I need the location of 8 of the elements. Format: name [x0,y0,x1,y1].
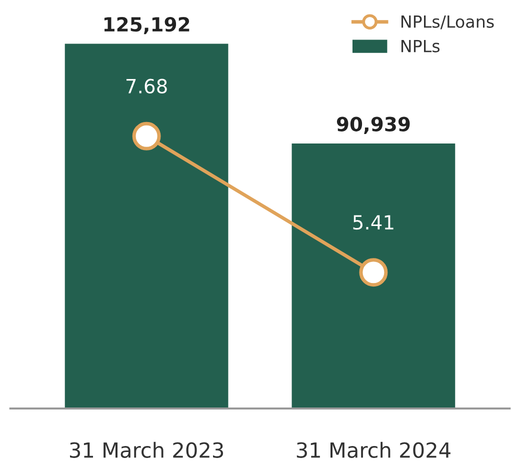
data-label: 7.68 [126,78,167,94]
data-label: 125,192 [104,16,190,34]
x-tick-label: 31 March 2024 [296,442,450,458]
legend-label: NPLs [401,40,440,52]
data-label: 90,939 [336,116,410,134]
legend-label: NPLs/Loans [401,16,494,30]
x-tick-label: 31 March 2023 [70,442,224,458]
data-label: 5.41 [353,215,394,230]
